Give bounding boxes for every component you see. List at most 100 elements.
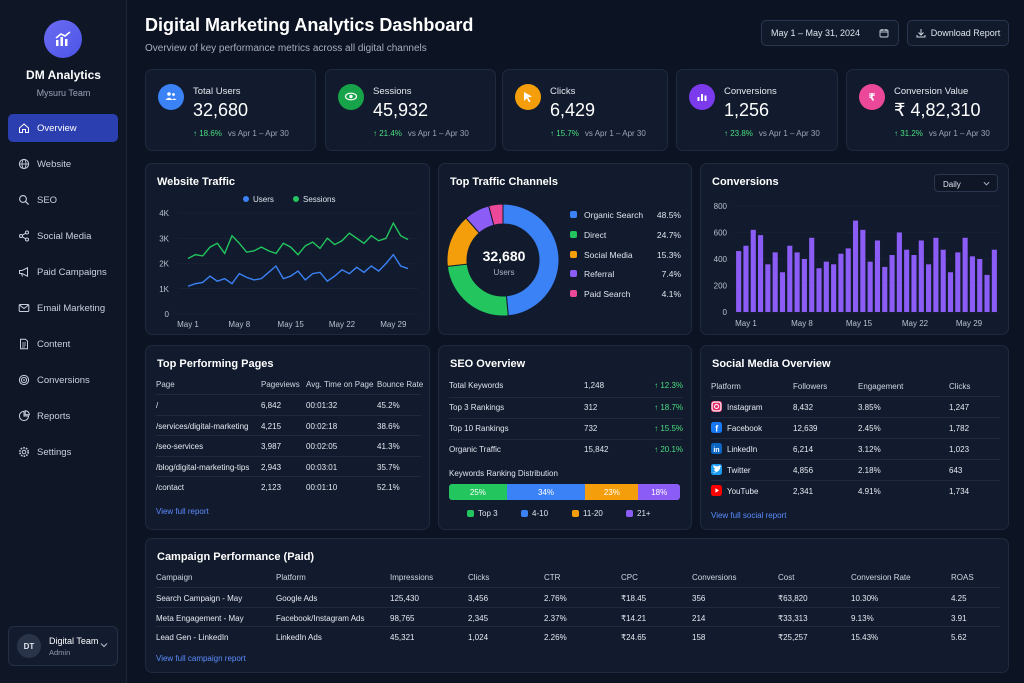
sidebar-item-reports[interactable]: Reports bbox=[8, 402, 118, 430]
sidebar-item-label: Website bbox=[37, 158, 72, 170]
channel-legend-label: Direct bbox=[584, 229, 607, 240]
chevron-down-icon bbox=[100, 643, 108, 648]
conversion-bar bbox=[947, 272, 954, 312]
table-cell: Search Campaign - May bbox=[156, 594, 242, 603]
sidebar: DM Analytics Mysuru Team Overview Website… bbox=[0, 0, 127, 683]
x-tick-label: May 1 bbox=[735, 319, 757, 328]
campaign-performance-card: Campaign Performance (Paid) Campaign Plat… bbox=[145, 538, 1009, 673]
view-social-report-link[interactable]: View full social report bbox=[711, 511, 787, 520]
sidebar-item-seo[interactable]: SEO bbox=[8, 186, 118, 214]
cell-text: 643 bbox=[949, 466, 963, 475]
search-icon bbox=[19, 195, 30, 206]
sidebar-item-email-marketing[interactable]: Email Marketing bbox=[8, 294, 118, 322]
cell-text: 4,856 bbox=[793, 466, 814, 475]
conversion-bar bbox=[940, 249, 946, 312]
seo-row: Top 3 Rankings 312 ↑ 18.7% bbox=[449, 397, 683, 418]
youtube-icon bbox=[711, 485, 722, 496]
sidebar-item-settings[interactable]: Settings bbox=[8, 438, 118, 466]
channel-legend-label: Social Media bbox=[584, 249, 633, 260]
cell-text: 9.13% bbox=[851, 613, 874, 623]
y-tick-label: 600 bbox=[714, 229, 728, 238]
cell-text: 2,341 bbox=[793, 487, 814, 496]
legend-label: 4-10 bbox=[532, 509, 549, 518]
cell-text: 12,639 bbox=[793, 424, 818, 433]
seo-row: Total Keywords 1,248 ↑ 12.3% bbox=[449, 376, 683, 397]
table-cell: 3,987 bbox=[261, 442, 281, 451]
conversion-bar bbox=[772, 252, 778, 312]
kpi-compare-period: vs Apr 1 – Apr 30 bbox=[584, 129, 646, 138]
seo-metric-value: 732 bbox=[584, 424, 598, 433]
legend-label: 21+ bbox=[637, 509, 651, 518]
sidebar-item-conversions[interactable]: Conversions bbox=[8, 366, 118, 394]
date-range-picker[interactable]: May 1 – May 31, 2024 bbox=[761, 20, 899, 46]
table-cell: 1,247 bbox=[949, 403, 969, 412]
conversion-bar bbox=[816, 268, 822, 312]
legend-swatch bbox=[243, 196, 249, 202]
download-report-button[interactable]: Download Report bbox=[907, 20, 1009, 46]
cell-text: /seo-services bbox=[156, 442, 204, 451]
twitter-icon bbox=[711, 464, 722, 475]
column-header: Conversions bbox=[692, 573, 737, 582]
table-cell: 4,215 bbox=[261, 422, 281, 431]
sidebar-item-social-media[interactable]: Social Media bbox=[8, 222, 118, 250]
seo-metric-value: 1,248 bbox=[584, 381, 605, 390]
table-cell: 4.91% bbox=[858, 487, 881, 496]
conversions-bar-chart: 0 200 400 600 800 May 1 May 8 May 15 May 22 May 2… bbox=[714, 202, 998, 328]
seo-metric-value: 15,842 bbox=[584, 445, 609, 454]
cell-text: 98,765 bbox=[390, 613, 415, 623]
interval-selected: Daily bbox=[943, 180, 961, 189]
cell-text: / bbox=[156, 401, 159, 410]
y-tick-label: 4K bbox=[159, 209, 169, 218]
table-row: /contact 2,123 00:01:10 52.1% bbox=[156, 476, 421, 497]
cell-text: ₹14.21 bbox=[621, 613, 647, 623]
user-menu[interactable]: DT Digital Team Admin bbox=[8, 626, 118, 666]
traffic-channels-card: Top Traffic Channels 32,680 Users Organi… bbox=[438, 163, 692, 335]
column-header: Clicks bbox=[468, 573, 490, 582]
cell-text: Meta Engagement - May bbox=[156, 613, 244, 623]
kpi-compare-period: vs Apr 1 – Apr 30 bbox=[407, 129, 469, 138]
x-tick-label: May 15 bbox=[278, 320, 305, 329]
cell-text: 1,782 bbox=[949, 424, 970, 433]
table-cell: 00:02:18 bbox=[306, 422, 337, 431]
table-row: /services/digital-marketing 4,215 00:02:18… bbox=[156, 414, 421, 436]
cell-text: 3,456 bbox=[468, 594, 489, 603]
legend-swatch bbox=[626, 510, 633, 517]
table-cell: 125,430 bbox=[390, 594, 419, 603]
sidebar-item-overview[interactable]: Overview bbox=[8, 114, 118, 142]
cell-text: 1,023 bbox=[949, 445, 970, 454]
kpi-value: 6,429 bbox=[550, 100, 596, 120]
column-header: Avg. Time on Page bbox=[306, 380, 374, 389]
kpi-comparison: ↑ 18.6% vs Apr 1 – Apr 30 bbox=[193, 129, 289, 138]
cell-text: 1,024 bbox=[468, 633, 489, 642]
kpi-label: Total Users bbox=[193, 86, 241, 97]
seo-metric-label: Total Keywords bbox=[449, 381, 504, 390]
gear-icon bbox=[19, 447, 29, 457]
sidebar-item-content[interactable]: Content bbox=[8, 330, 118, 358]
y-tick-label: 400 bbox=[714, 255, 728, 264]
table-cell: ₹33,313 bbox=[778, 614, 808, 623]
conversion-bar bbox=[896, 232, 902, 312]
table-cell: 15.43% bbox=[851, 633, 878, 642]
cell-text: 8,432 bbox=[793, 403, 814, 412]
conversion-bar bbox=[874, 240, 881, 312]
cell-text: ₹25,257 bbox=[778, 633, 808, 642]
kpi-delta: ↑ 31.2% bbox=[894, 129, 923, 138]
table-cell: /services/digital-marketing bbox=[156, 422, 248, 431]
table-cell: 643 bbox=[949, 466, 962, 475]
calendar-icon bbox=[879, 29, 889, 38]
kpi-comparison: ↑ 31.2% vs Apr 1 – Apr 30 bbox=[894, 129, 990, 138]
view-full-report-link[interactable]: View full report bbox=[156, 507, 209, 516]
table-cell: 1,782 bbox=[949, 424, 969, 433]
table-cell: Google Ads bbox=[276, 594, 317, 603]
kpi-delta: ↑ 15.7% bbox=[550, 129, 579, 138]
table-cell: 1,734 bbox=[949, 487, 969, 496]
legend-label: Top 3 bbox=[478, 509, 498, 518]
seo-table: Total Keywords 1,248 ↑ 12.3% Top 3 Rankings… bbox=[449, 376, 683, 460]
sidebar-item-paid-campaigns[interactable]: Paid Campaigns bbox=[8, 258, 118, 286]
conversions-interval-select[interactable]: Daily bbox=[934, 174, 998, 192]
kpi-comparison: ↑ 23.8% vs Apr 1 – Apr 30 bbox=[724, 129, 820, 138]
cursor-click-icon bbox=[524, 92, 532, 103]
view-campaign-report-link[interactable]: View full campaign report bbox=[156, 654, 246, 663]
keyword-distribution-legend: Top 3 4-10 11-20 21+ bbox=[467, 508, 687, 520]
sidebar-item-website[interactable]: Website bbox=[8, 150, 118, 178]
